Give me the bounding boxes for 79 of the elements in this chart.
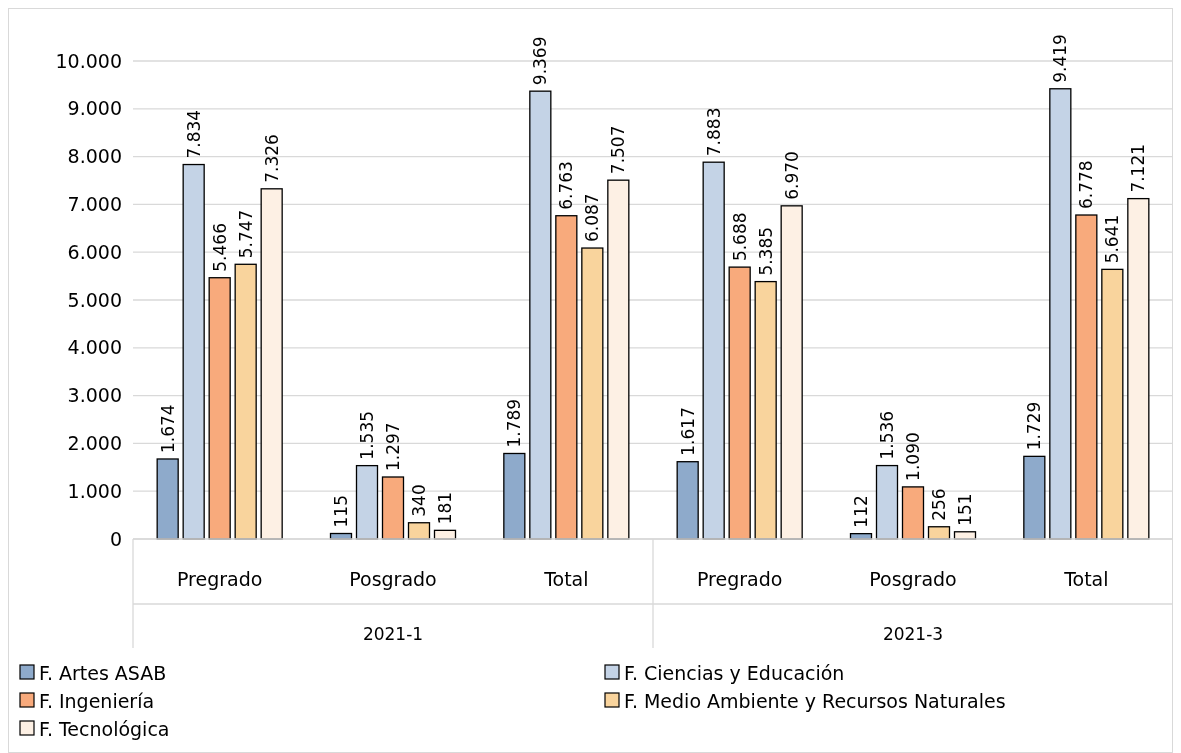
legend-label: F. Medio Ambiente y Recursos Naturales — [624, 689, 1006, 712]
data-label: 1.535 — [357, 410, 377, 460]
y-tick-label: 1.000 — [67, 479, 122, 502]
x-tick-label: Pregrado — [696, 568, 783, 590]
data-label: 256 — [929, 488, 949, 521]
y-tick-label: 9.000 — [67, 97, 122, 120]
data-label: 5.641 — [1102, 214, 1123, 264]
data-label: 9.419 — [1050, 34, 1071, 83]
data-label: 6.087 — [582, 193, 603, 243]
data-label: 5.385 — [755, 226, 776, 276]
data-label: 340 — [409, 484, 429, 517]
bar — [234, 263, 257, 540]
bar — [182, 163, 205, 540]
bar — [407, 522, 431, 540]
y-tick-label: 3.000 — [67, 384, 122, 407]
bar — [208, 277, 231, 540]
bar — [355, 464, 379, 540]
data-label: 5.747 — [235, 209, 256, 259]
data-label: 1.617 — [677, 407, 698, 456]
bar — [607, 179, 630, 540]
data-label: 1.729 — [1024, 401, 1045, 451]
bar — [156, 458, 179, 540]
y-tick-label: 2.000 — [67, 432, 122, 455]
bar — [780, 205, 803, 540]
data-label: 7.326 — [261, 134, 282, 183]
legend-label: F. Artes ASAB — [39, 661, 167, 684]
y-tick-label: 0 — [109, 527, 122, 550]
bar — [875, 464, 899, 540]
data-label: 6.778 — [1076, 160, 1097, 210]
data-label: 9.369 — [530, 36, 551, 86]
bar — [555, 215, 578, 540]
text: 2021-1 — [362, 624, 424, 644]
bar — [260, 188, 283, 540]
bar — [754, 280, 777, 540]
legend-label: F. Ingeniería — [39, 689, 155, 712]
data-label: 1.090 — [903, 432, 923, 481]
data-label: 1.789 — [504, 398, 525, 448]
x-tick-label: Total — [1063, 568, 1109, 590]
data-label: 7.121 — [1128, 143, 1149, 193]
y-tick-label: 4.000 — [67, 336, 122, 359]
data-label: 7.507 — [608, 125, 629, 175]
data-label: 6.970 — [781, 151, 802, 200]
bar — [581, 247, 604, 540]
bar — [1101, 268, 1124, 540]
data-label: 5.688 — [729, 212, 750, 262]
data-label: 5.466 — [209, 223, 230, 272]
bar — [381, 476, 405, 540]
x-tick-label: Total — [543, 568, 589, 590]
data-label: 7.834 — [183, 109, 204, 159]
x-tick-label: Posgrado — [349, 568, 437, 590]
bar — [1049, 88, 1072, 540]
x-tick-label: Pregrado — [176, 568, 263, 590]
bar — [702, 161, 725, 540]
data-label: 6.763 — [556, 161, 577, 210]
data-label: 151 — [955, 493, 975, 526]
bar — [503, 452, 526, 540]
bar — [676, 461, 699, 540]
y-tick-label: 7.000 — [67, 193, 122, 216]
bar — [1127, 197, 1150, 540]
y-tick-label: 8.000 — [67, 145, 122, 168]
data-label: 1.536 — [877, 410, 897, 460]
bar — [728, 266, 751, 540]
bar — [1023, 455, 1046, 540]
legend-label: F. Tecnológica — [39, 717, 170, 740]
y-tick-label: 10.000 — [55, 49, 122, 72]
bar — [901, 486, 925, 540]
bar — [1075, 214, 1098, 540]
legend-label: F. Ciencias y Educación — [624, 661, 845, 684]
data-label: 7.883 — [703, 107, 724, 157]
data-label: 112 — [851, 495, 871, 528]
data-label: 181 — [435, 491, 455, 525]
data-label: 1.297 — [383, 422, 403, 471]
y-tick-label: 5.000 — [67, 288, 122, 311]
x-tick-label: Posgrado — [869, 568, 957, 590]
bar — [529, 90, 552, 540]
y-tick-label: 6.000 — [67, 240, 122, 263]
data-label: 115 — [331, 495, 351, 528]
text: 2021-3 — [882, 624, 944, 644]
data-label: 1.674 — [157, 404, 178, 453]
